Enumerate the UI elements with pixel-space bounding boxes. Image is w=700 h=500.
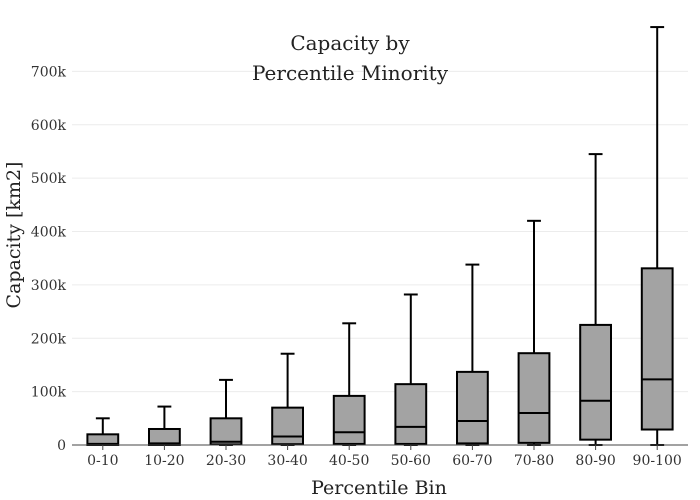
box-90-100 [640, 26, 674, 446]
x-tick-label: 10-20 [144, 453, 184, 469]
x-tick-label: 20-30 [206, 453, 246, 469]
box-70-80 [517, 219, 551, 446]
y-tick-label: 700k [31, 64, 67, 80]
grid-lines [72, 70, 688, 393]
y-tick-label: 300k [31, 278, 67, 294]
tick-labels: 0 100k 200k 300k 400k 500k 600k 700k 0-10 10-20 20… [31, 64, 682, 469]
box-20-30 [209, 378, 243, 446]
iqr-box [579, 323, 613, 441]
iqr-box [209, 417, 243, 446]
iqr-box [332, 394, 366, 445]
box-60-70 [456, 263, 489, 446]
x-tick-label: 90-100 [633, 453, 682, 469]
y-tick-label: 200k [31, 331, 67, 347]
x-tick-label: 50-60 [391, 453, 431, 469]
iqr-box [517, 352, 551, 444]
iqr-box [394, 383, 428, 445]
box-30-40 [271, 352, 305, 446]
axes [72, 444, 688, 450]
y-tick-label: 100k [31, 385, 67, 401]
chart-title-line-2: Percentile Minority [252, 61, 449, 85]
box-80-90 [579, 153, 613, 446]
x-tick-label: 60-70 [452, 453, 492, 469]
iqr-box [456, 370, 489, 445]
box-series [86, 26, 674, 447]
box-40-50 [332, 322, 366, 446]
x-tick-label: 80-90 [575, 453, 615, 469]
chart-title-line-1: Capacity by [290, 31, 410, 55]
box-10-20 [148, 405, 181, 446]
box-0-10 [86, 417, 120, 447]
x-tick-label: 0-10 [87, 453, 118, 469]
y-tick-label: 0 [57, 438, 66, 454]
box-50-60 [394, 293, 428, 446]
iqr-box [271, 406, 305, 446]
x-tick-label: 70-80 [514, 453, 554, 469]
y-axis-title: Capacity [km2] [3, 162, 25, 309]
iqr-box [640, 267, 674, 431]
x-tick-label: 30-40 [267, 453, 307, 469]
y-tick-label: 600k [31, 118, 67, 134]
x-tick-label: 40-50 [329, 453, 369, 469]
y-tick-label: 500k [31, 171, 67, 187]
y-tick-label: 400k [31, 225, 67, 241]
x-axis-title: Percentile Bin [311, 477, 447, 499]
